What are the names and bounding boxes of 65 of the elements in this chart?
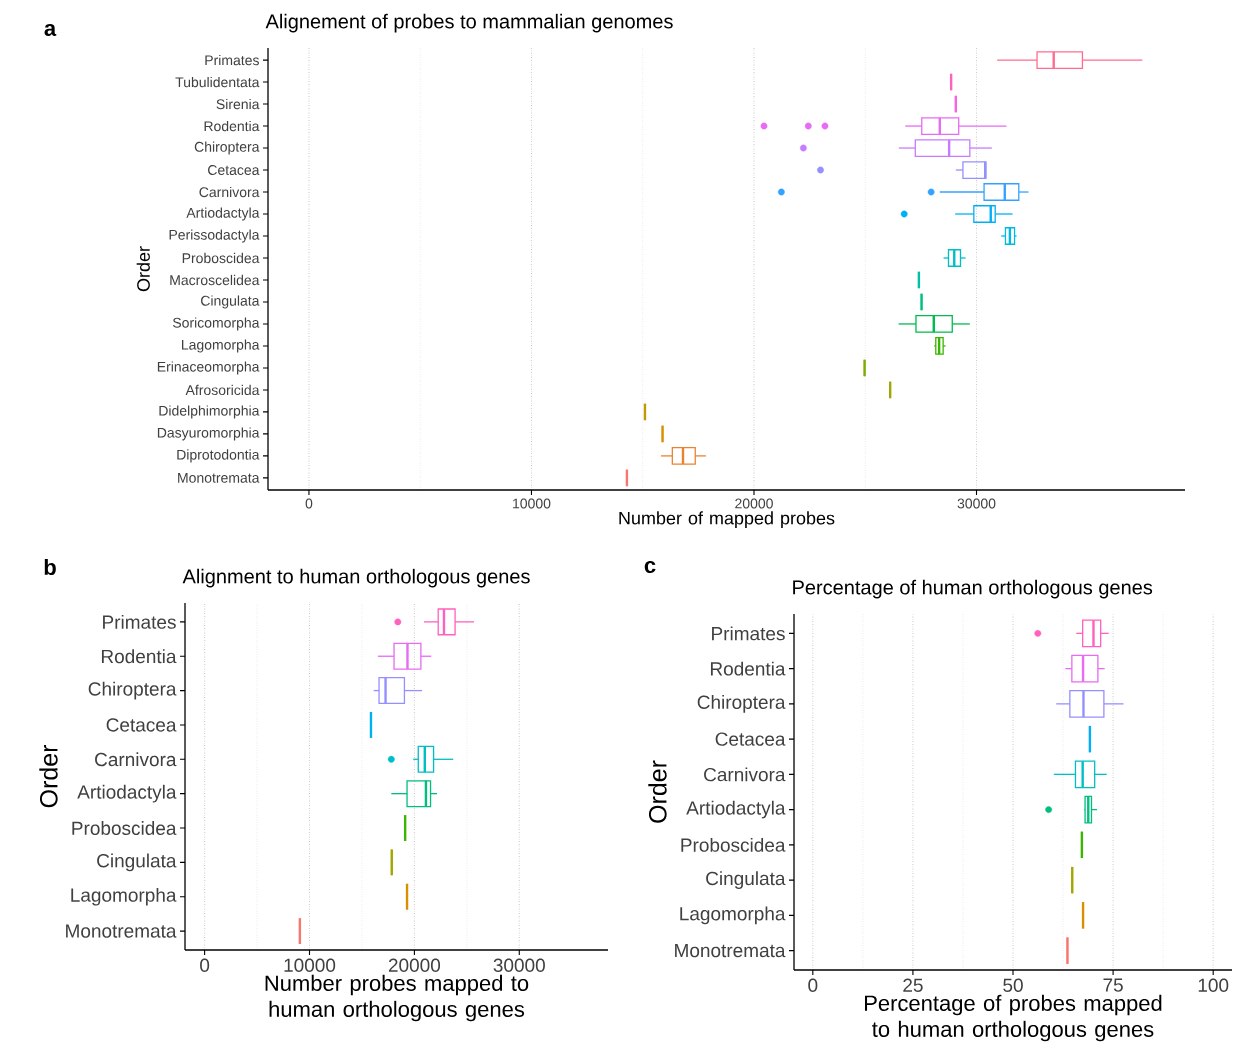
y-tick-label: Carnivora [199,186,260,198]
y-tick-label: Artiodactyla [186,207,260,221]
y-tick-label: Primates [712,626,785,641]
y-tick-label: Primates [205,54,259,66]
y-tick-label: Cetacea [715,732,786,746]
text: c [644,560,656,574]
y-axis-title: Order [648,760,667,823]
y-tick-label: Lagomorpha [680,906,786,925]
y-tick-label: Tubulidentata [175,76,260,88]
y-tick-label: Carnivora [95,752,177,767]
y-tick-label: Chiroptera [194,141,260,155]
y-tick-label: Artiodactyla [77,784,177,803]
chart-title: Percentage of human orthologous genes [793,579,1153,599]
y-tick-label: Monotremata [675,943,786,958]
x-axis-title: Percentage of probes mapped to human orthologous genes [864,994,1162,1042]
x-tick-label: 20000 [735,498,773,509]
y-tick-label: Lagomorpha [182,339,260,353]
x-tick-label: 25 [903,978,923,992]
y-tick-label: Rodentia [204,120,260,132]
y-tick-label: Monotremata [178,473,260,483]
y-tick-label: Didelphimorphia [159,405,260,419]
y-tick-label: Cingulata [706,871,786,889]
y-tick-label: Chiroptera [697,695,786,713]
y-tick-label: Cingulata [201,295,260,309]
y-tick-label: Cetacea [106,718,177,732]
y-tick-label: Proboscidea [72,821,177,835]
y-tick-label: Erinaceomorpha [157,361,260,375]
y-tick-label: Cingulata [97,853,177,872]
x-tick-label: 75 [1103,978,1123,992]
chart-title: Alignment to human orthologous genes [182,568,530,588]
x-tick-label: 30000 [493,958,545,972]
y-axis-title: Order [39,744,58,808]
text: a [44,23,57,37]
y-tick-label: Proboscidea [681,837,786,852]
y-axis-title: Order [136,246,150,292]
y-tick-label: Soricomorpha [172,317,260,331]
y-tick-label: Macroscelidea [170,274,260,286]
y-tick-label: Primates [103,614,176,629]
y-tick-label: Proboscidea [182,252,260,264]
y-tick-label: Perissodactyla [169,229,260,243]
x-axis-title: Number probes mapped to human orthologous genes [265,974,529,1022]
x-tick-label: 100 [1198,978,1229,992]
x-tick-label: 10000 [284,958,336,972]
text: b [44,558,56,576]
x-tick-label: 10000 [513,498,551,509]
y-tick-label: Cetacea [208,165,260,175]
y-tick-label: Rodentia [710,661,786,676]
x-tick-label: 30000 [957,498,996,509]
x-axis-title: Number of mapped probes [619,511,835,529]
y-tick-label: Artiodactyla [686,800,786,819]
y-tick-label: Sirenia [216,98,260,110]
x-tick-label: 20000 [388,958,441,972]
y-tick-label: Chiroptera [88,681,177,700]
x-tick-label: 0 [808,978,818,992]
y-tick-label: Rodentia [101,649,177,664]
x-tick-label: 50 [1003,978,1023,992]
y-tick-label: Afrosoricida [185,384,260,396]
x-tick-label: 0 [200,958,210,972]
y-tick-label: Dasyuromorphia [157,427,260,441]
y-tick-label: Monotremata [66,924,177,938]
y-tick-label: Lagomorpha [71,887,177,906]
x-tick-label: 0 [305,498,313,509]
y-tick-label: Carnivora [704,767,786,782]
chart-title: Alignement of probes to mammalian genomes [265,13,673,33]
y-tick-label: Diprotodontia [177,449,260,463]
